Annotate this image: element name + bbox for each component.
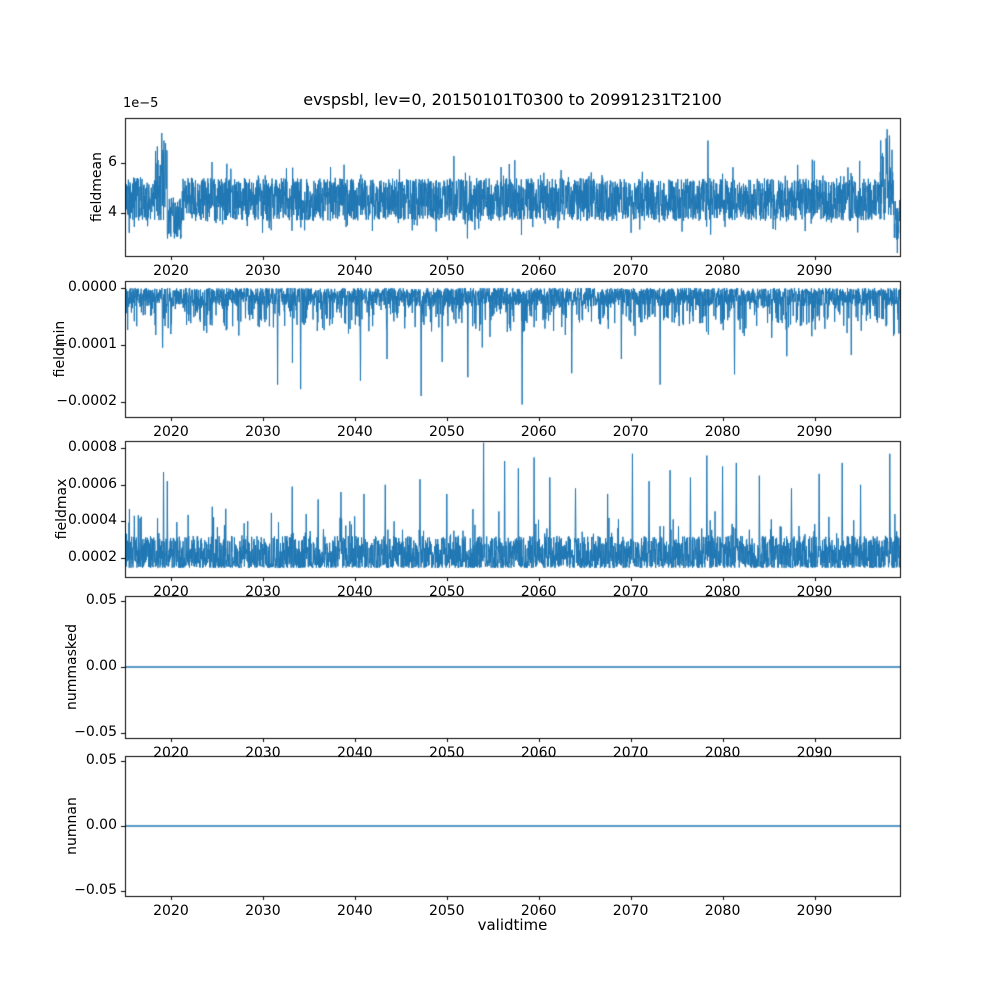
plot-canvas [0,0,1000,1000]
figure: evspsbl, lev=0, 20150101T0300 to 2099123… [0,0,1000,1000]
